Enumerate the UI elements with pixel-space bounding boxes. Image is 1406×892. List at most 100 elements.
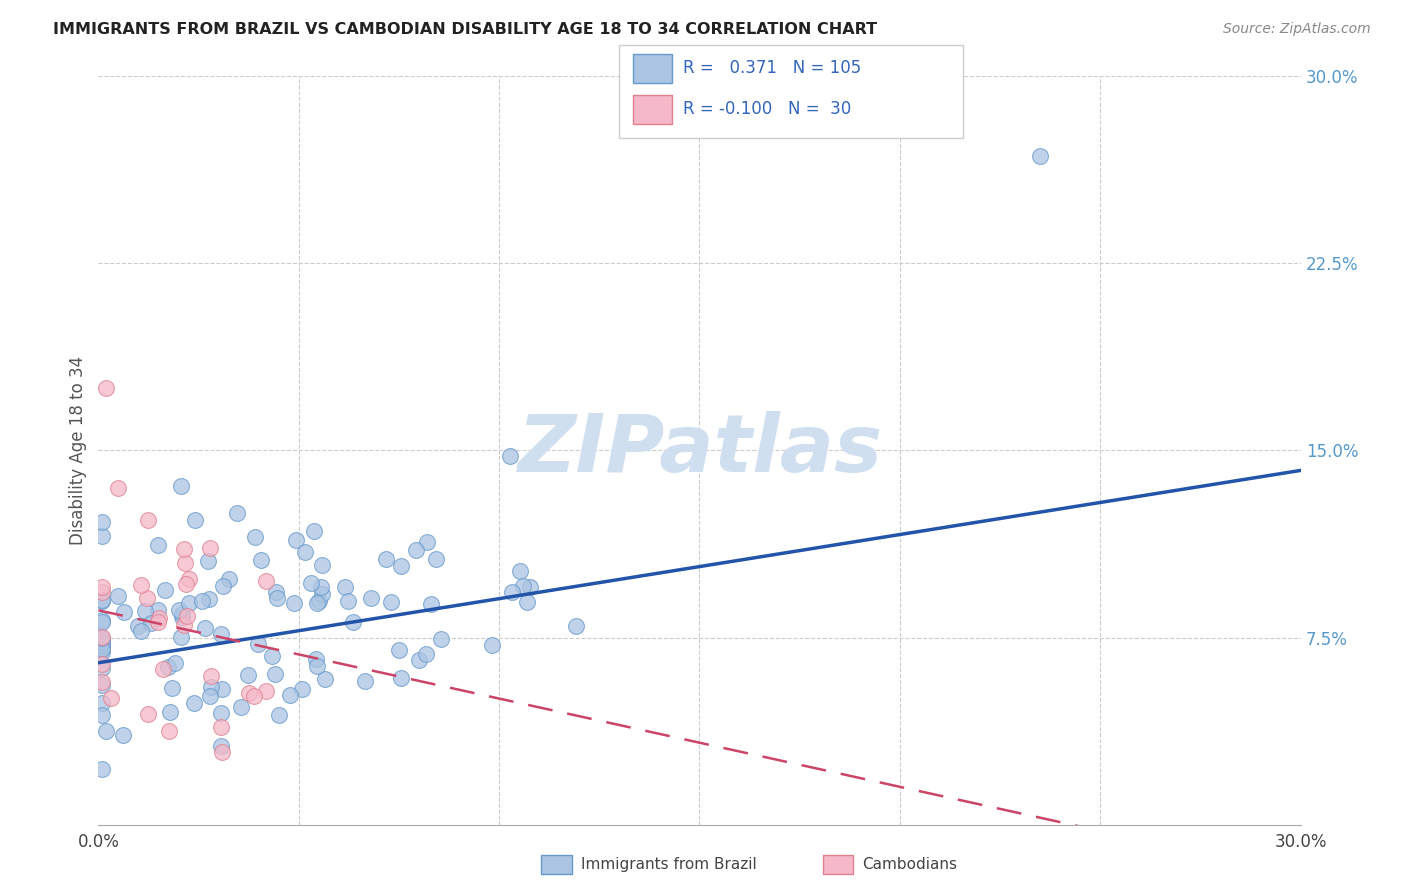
Point bbox=[308, 594, 330, 608]
Point bbox=[269, 708, 291, 723]
Point bbox=[91, 516, 114, 530]
Point bbox=[501, 585, 523, 599]
Point bbox=[91, 762, 114, 776]
Point bbox=[337, 594, 360, 608]
Point bbox=[134, 605, 156, 619]
Point bbox=[184, 513, 207, 527]
Point bbox=[146, 537, 169, 551]
Point bbox=[209, 739, 232, 753]
Point bbox=[148, 615, 170, 629]
Point bbox=[209, 706, 232, 720]
Point bbox=[311, 580, 333, 594]
Point bbox=[136, 706, 159, 721]
Point bbox=[152, 662, 174, 676]
Point bbox=[299, 575, 322, 590]
Point bbox=[112, 605, 135, 619]
Point bbox=[425, 552, 447, 566]
Point bbox=[91, 632, 114, 647]
Point bbox=[91, 640, 114, 655]
Text: R = -0.100   N =  30: R = -0.100 N = 30 bbox=[683, 100, 852, 118]
Point bbox=[247, 637, 270, 651]
Point bbox=[291, 681, 314, 696]
Text: R =   0.371   N = 105: R = 0.371 N = 105 bbox=[683, 59, 862, 77]
Point bbox=[250, 553, 273, 567]
Point bbox=[516, 595, 538, 609]
Point bbox=[408, 653, 430, 667]
Point bbox=[389, 559, 412, 574]
Point bbox=[499, 449, 522, 463]
Point bbox=[380, 594, 402, 608]
Point bbox=[156, 660, 179, 674]
Point bbox=[285, 533, 308, 547]
Point bbox=[305, 658, 328, 673]
Point bbox=[512, 579, 534, 593]
Point bbox=[170, 630, 193, 644]
Point bbox=[91, 634, 114, 648]
Point bbox=[429, 632, 451, 647]
Point bbox=[174, 576, 197, 591]
Point bbox=[107, 590, 129, 604]
Point bbox=[91, 594, 114, 608]
Point bbox=[91, 645, 114, 659]
Point bbox=[173, 541, 195, 556]
Point bbox=[129, 624, 152, 639]
Point bbox=[176, 609, 198, 624]
Point bbox=[264, 666, 287, 681]
Point bbox=[159, 705, 181, 719]
Point bbox=[91, 585, 114, 599]
Point bbox=[127, 619, 149, 633]
Point bbox=[389, 672, 412, 686]
Point bbox=[148, 611, 170, 625]
Point bbox=[100, 691, 122, 706]
Point bbox=[311, 587, 333, 601]
Text: Immigrants from Brazil: Immigrants from Brazil bbox=[581, 857, 756, 871]
Point bbox=[162, 681, 184, 695]
Point bbox=[200, 669, 222, 683]
Point bbox=[91, 697, 114, 711]
Point bbox=[177, 596, 200, 610]
Point bbox=[416, 534, 439, 549]
Point bbox=[211, 682, 233, 697]
Point bbox=[314, 672, 336, 686]
Point bbox=[342, 615, 364, 630]
Point bbox=[157, 723, 180, 738]
Point bbox=[91, 675, 114, 690]
Point bbox=[167, 603, 190, 617]
Point bbox=[107, 481, 129, 495]
Point bbox=[173, 617, 195, 632]
Point bbox=[305, 652, 328, 666]
Point bbox=[311, 558, 333, 572]
Text: Cambodians: Cambodians bbox=[862, 857, 957, 871]
Point bbox=[197, 554, 219, 568]
Text: Source: ZipAtlas.com: Source: ZipAtlas.com bbox=[1223, 22, 1371, 37]
Text: IMMIGRANTS FROM BRAZIL VS CAMBODIAN DISABILITY AGE 18 TO 34 CORRELATION CHART: IMMIGRANTS FROM BRAZIL VS CAMBODIAN DISA… bbox=[53, 22, 877, 37]
Point bbox=[179, 572, 201, 586]
Point bbox=[91, 630, 114, 644]
Point bbox=[226, 506, 249, 520]
Point bbox=[91, 641, 114, 656]
Point bbox=[360, 591, 382, 605]
Text: ZIPatlas: ZIPatlas bbox=[517, 411, 882, 490]
Point bbox=[91, 529, 114, 543]
Point bbox=[198, 592, 221, 607]
Y-axis label: Disability Age 18 to 34: Disability Age 18 to 34 bbox=[69, 356, 87, 545]
Point bbox=[91, 707, 114, 722]
Point bbox=[211, 746, 233, 760]
Point bbox=[209, 720, 232, 734]
Point bbox=[243, 530, 266, 544]
Point bbox=[283, 596, 305, 610]
Point bbox=[173, 556, 195, 570]
Point bbox=[266, 591, 288, 606]
Point bbox=[481, 638, 503, 652]
Point bbox=[91, 660, 114, 674]
Point bbox=[172, 607, 194, 621]
Point bbox=[519, 580, 541, 594]
Point bbox=[198, 689, 221, 703]
Point bbox=[148, 602, 170, 616]
Point bbox=[91, 657, 114, 672]
Point bbox=[91, 678, 114, 692]
Point bbox=[209, 627, 232, 641]
Point bbox=[194, 621, 217, 635]
Point bbox=[278, 688, 301, 702]
Point bbox=[302, 524, 325, 539]
